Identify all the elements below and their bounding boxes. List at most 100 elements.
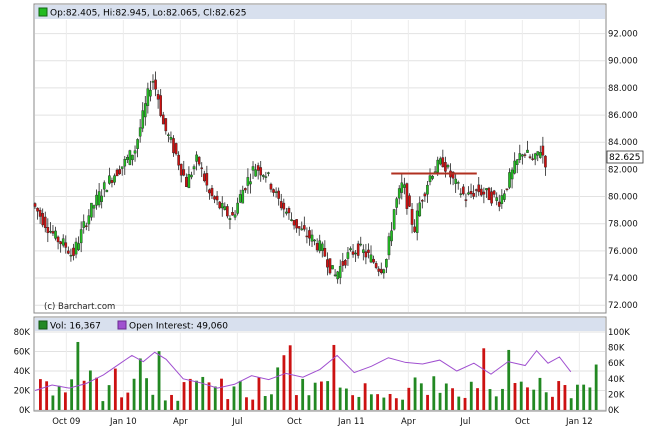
volume-left-axis-labels: 0K 20K 40K 60K 80K (14, 328, 31, 416)
candle-body (323, 248, 327, 257)
candle-body (308, 230, 311, 239)
time-axis-label: Jan 10 (109, 417, 137, 427)
price-candles (33, 71, 547, 285)
candle-body (213, 196, 216, 200)
candle-body (185, 176, 188, 187)
candle-body (197, 156, 201, 165)
price-panel-header (35, 5, 605, 19)
volume-bar (544, 392, 548, 410)
volume-bar (507, 349, 511, 410)
candle-body (351, 251, 355, 255)
candle-body (226, 206, 229, 217)
candle-body (202, 173, 206, 182)
candle-body (156, 94, 160, 100)
candle-body (77, 243, 80, 250)
price-tick-label: 88.000 (608, 84, 638, 94)
volume-bar (438, 392, 442, 410)
volume-bar (251, 399, 255, 410)
candle-body (500, 195, 504, 204)
candle-body (415, 210, 419, 233)
price-tick-label: 74.000 (608, 274, 638, 284)
volume-bar (213, 386, 217, 410)
volume-bar (513, 383, 517, 410)
volume-bar (245, 397, 248, 410)
candle-body (161, 114, 165, 125)
candle-body (43, 216, 47, 228)
volume-bar (263, 396, 267, 410)
candle-body (236, 202, 239, 214)
candle-body (51, 231, 55, 234)
volume-bar (363, 383, 367, 410)
candle-body (333, 274, 337, 277)
volume-bar (201, 376, 205, 410)
candle-body (179, 163, 183, 176)
volume-bar (307, 395, 311, 410)
candle-body (544, 155, 547, 168)
volume-bar (494, 396, 498, 410)
volume-bar (63, 392, 67, 410)
price-axis-labels: 72.000 74.000 76.000 78.000 80.000 82.000 84.0… (608, 30, 638, 312)
candle-body (441, 157, 445, 168)
volume-bar (569, 398, 573, 410)
price-tick-label: 80.000 (608, 193, 638, 203)
candle-body (61, 238, 65, 246)
volume-bar (288, 345, 292, 410)
candle-body (36, 207, 39, 212)
candle-body (295, 219, 298, 229)
price-gridlines (35, 20, 605, 312)
candle-body (159, 95, 162, 116)
volume-legend: Vol: 16,367 (50, 322, 101, 332)
candle-body (195, 154, 198, 162)
candle-body (269, 183, 273, 190)
candle-body (338, 266, 342, 278)
volume-bar (407, 387, 411, 410)
candle-body (208, 189, 211, 194)
volume-panel-header (35, 318, 605, 331)
candle-body (521, 154, 524, 157)
volume-left-tick-label: 40K (14, 367, 31, 377)
candle-body (64, 242, 68, 248)
watermark: (c) Barchart.com (44, 302, 115, 312)
volume-right-tick-label: 40K (608, 375, 625, 385)
candle-body (492, 190, 496, 195)
volume-bar (170, 394, 173, 410)
volume-bar (369, 394, 373, 410)
candle-body (241, 189, 245, 204)
candle-body (313, 239, 316, 242)
candle-body (102, 182, 106, 190)
volume-bar (76, 341, 80, 410)
candle-body (113, 175, 116, 183)
volume-bar (88, 370, 92, 410)
candle-body (138, 127, 142, 137)
candle-body (344, 260, 347, 266)
candle-body (377, 268, 381, 272)
volume-bar (113, 368, 117, 410)
candle-body (526, 149, 529, 153)
candle-body (79, 229, 83, 244)
candle-body (379, 268, 383, 274)
candle-body (238, 194, 242, 203)
candle-body (508, 172, 511, 188)
candle-body (505, 188, 509, 190)
volume-bar (351, 395, 355, 410)
candle-body (341, 261, 345, 266)
candle-body (474, 189, 478, 191)
candle-body (403, 184, 406, 188)
volume-bar (145, 378, 148, 410)
candle-body (408, 195, 411, 207)
candle-body (110, 180, 114, 183)
candle-body (133, 150, 137, 154)
volume-bar (551, 396, 554, 410)
candle-body (336, 271, 339, 280)
volume-bar (482, 348, 486, 410)
candle-body (305, 235, 309, 238)
candle-body (90, 202, 93, 218)
volume-bar (326, 381, 330, 410)
candle-body (438, 158, 442, 165)
candle-body (256, 165, 260, 171)
time-axis-label: Jan 11 (337, 417, 365, 427)
volume-bar (382, 397, 386, 410)
price-tick-label: 78.000 (608, 220, 638, 230)
volume-left-tick-label: 20K (14, 387, 31, 397)
volume-right-tick-label: 80K (608, 344, 625, 354)
